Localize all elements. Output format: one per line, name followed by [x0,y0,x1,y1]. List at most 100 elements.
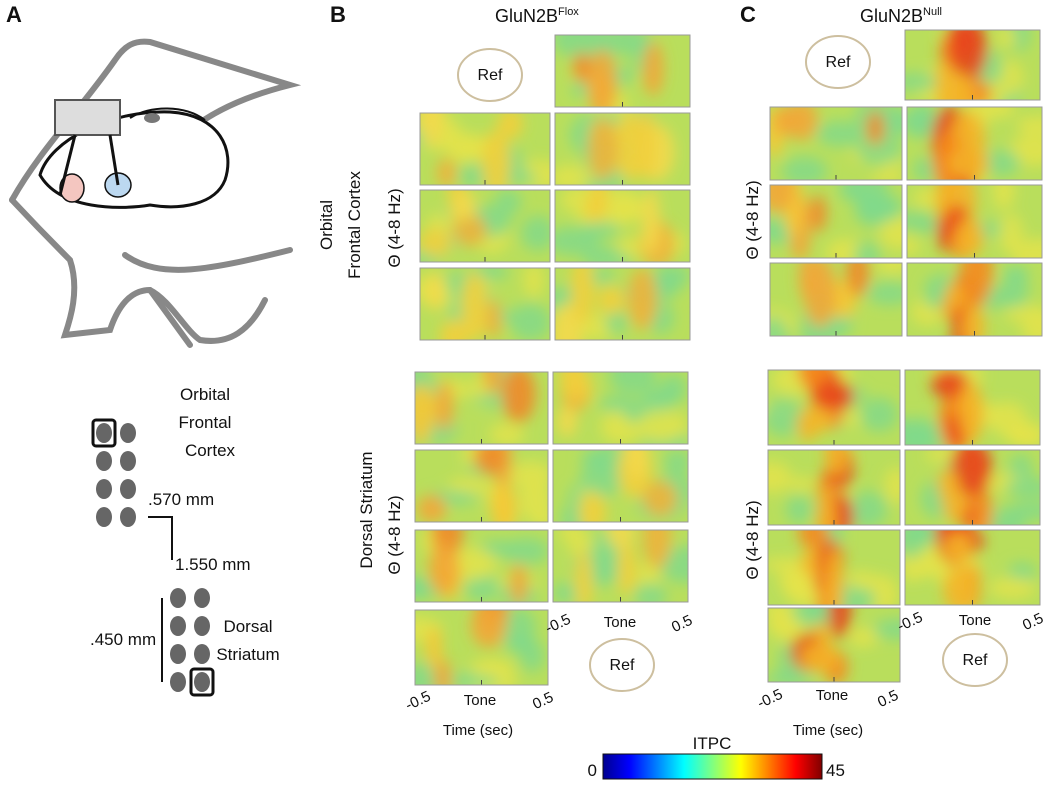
electrode [120,507,136,527]
heatmap-tile [905,450,1040,525]
row-label: Frontal Cortex [345,171,364,279]
tile-frame [904,449,1041,526]
electrode [170,644,186,664]
tile-frame [904,369,1041,446]
tile-frame [906,184,1043,259]
x-tick-label: -0.5 [403,688,434,714]
heatmap-tile [420,190,550,262]
electrode [96,479,112,499]
electrode-array [91,418,215,697]
band-label: Θ (4-8 Hz) [743,180,762,259]
x-axis-label: Time (sec) [443,722,513,739]
x-tick-label: 0.5 [1020,610,1046,634]
x-tick-label: Tone [464,692,497,709]
heatmap-tile [770,263,902,336]
electrode [96,451,112,471]
colorbar-label: ITPC [693,734,732,753]
region-label: Frontal [179,413,232,432]
tile-frame [769,106,903,181]
tile-frame [767,449,901,526]
electrode [96,507,112,527]
panel-label: B [330,2,346,27]
heatmap-tile [905,370,1040,445]
spacing-label: .450 mm [90,630,156,649]
region-label: Dorsal [223,617,272,636]
tile-frame [767,369,901,446]
x-tick-label: 0.5 [530,689,556,713]
ref-label: Ref [478,67,503,84]
panel-label: A [6,2,22,27]
x-tick-label: -0.5 [755,686,786,712]
heatmap-tile [907,107,1042,180]
tile-frame [414,529,549,603]
x-tick-label: Tone [604,614,637,631]
ref-label: Ref [963,652,988,669]
electrode [170,588,186,608]
scale-lines [148,516,173,682]
spacing-label: 1.550 mm [175,555,251,574]
electrode [194,672,210,692]
heatmap-tile [907,263,1042,336]
ref-label: Ref [826,54,851,71]
heatmap-tile [770,107,902,180]
tile-frame [554,34,691,108]
tile-frame [552,529,689,603]
region-label: Orbital [180,385,230,404]
heatmap-tile [415,610,548,685]
electrode [96,423,112,443]
heatmap-tile [415,450,548,522]
x-tick-label: Tone [959,612,992,629]
heatmap-tile [420,113,550,185]
heatmap-tile [553,372,688,444]
spacing-label: .570 mm [148,490,214,509]
electrode [194,588,210,608]
tile-frame [906,106,1043,181]
tile-frame [769,184,903,259]
heatmap-tile [768,530,900,605]
tile-frame [419,112,551,186]
mouse-schematic [9,38,302,348]
tile-frame [414,371,549,445]
tile-frame [414,449,549,523]
x-tick-label: 0.5 [669,612,695,636]
electrode-box [189,667,215,697]
electrode [170,672,186,692]
brain [38,99,230,209]
band-label: Θ (4-8 Hz) [385,188,404,267]
band-label: Θ (4-8 Hz) [743,500,762,579]
electrode [120,479,136,499]
colorbar-min: 0 [588,761,597,780]
tile-frame [552,371,689,445]
heatmap-tile [553,530,688,602]
electrode-box [91,418,117,448]
electrode [194,616,210,636]
heatmap-tile [768,608,900,682]
heatmap-tile [768,450,900,525]
panel-label: C [740,2,756,27]
tile-frame [554,267,691,341]
heatmap-tile [768,370,900,445]
heatmap-tile [553,450,688,522]
tile-frame [906,262,1043,337]
electrode [120,423,136,443]
heatmap-tile [905,30,1040,100]
electrode [194,644,210,664]
tile-frame [554,112,691,186]
heatmap-tile [415,372,548,444]
heatmap-tile [420,268,550,340]
band-label: Θ (4-8 Hz) [385,495,404,574]
heatmaps [414,29,1043,686]
ref-label: Ref [610,657,635,674]
tile-frame [769,262,903,337]
colorbar [602,753,823,780]
electrode [120,451,136,471]
heatmap-tile [555,268,690,340]
tile-frame [554,189,691,263]
heatmap-tile [415,530,548,602]
x-tick-label: 0.5 [875,687,901,711]
region-label: Striatum [216,645,279,664]
heatmap-tile [555,190,690,262]
x-tick-label: Tone [816,687,849,704]
tile-frame [414,609,549,686]
